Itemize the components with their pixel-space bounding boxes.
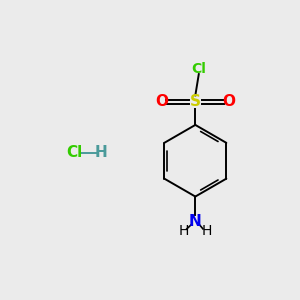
Text: O: O (155, 94, 168, 109)
Text: H: H (94, 145, 107, 160)
Text: H: H (201, 224, 212, 238)
Text: O: O (222, 94, 235, 109)
Text: N: N (189, 214, 202, 230)
Text: H: H (178, 224, 188, 238)
Text: S: S (190, 94, 201, 109)
Text: Cl: Cl (66, 145, 82, 160)
Text: Cl: Cl (191, 62, 206, 76)
